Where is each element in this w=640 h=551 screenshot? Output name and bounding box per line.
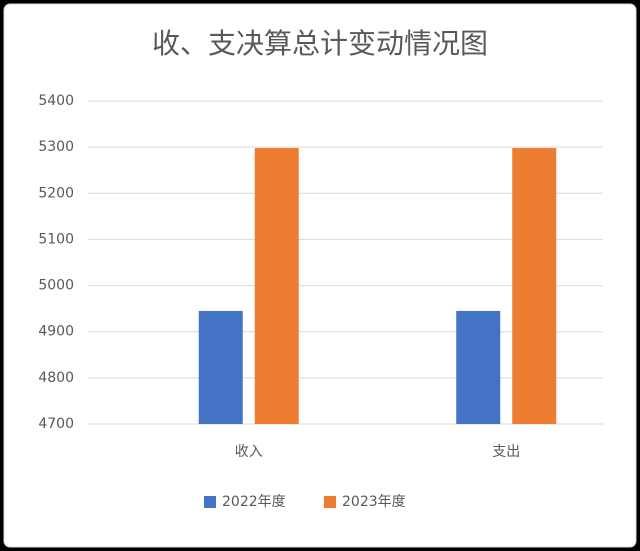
bar (456, 310, 501, 424)
y-tick-label: 4800 (38, 370, 74, 386)
legend-label: 2023年度 (342, 494, 406, 510)
x-tick-label: 支出 (492, 444, 520, 460)
bar (512, 148, 557, 424)
legend-label: 2022年度 (222, 494, 286, 510)
y-tick-label: 5200 (38, 185, 74, 201)
y-tick-label: 4900 (38, 324, 74, 340)
chart-title: 收、支决算总计变动情况图 (152, 27, 488, 60)
y-tick-label: 5300 (38, 139, 74, 155)
bar (198, 310, 243, 424)
legend-swatch (204, 496, 216, 508)
y-tick-label: 5100 (38, 231, 74, 247)
y-tick-label: 5400 (38, 93, 74, 109)
y-tick-label: 5000 (38, 278, 74, 294)
legend-swatch (324, 496, 336, 508)
bar (254, 148, 299, 424)
y-tick-label: 4700 (38, 416, 74, 432)
x-tick-label: 收入 (235, 444, 263, 460)
